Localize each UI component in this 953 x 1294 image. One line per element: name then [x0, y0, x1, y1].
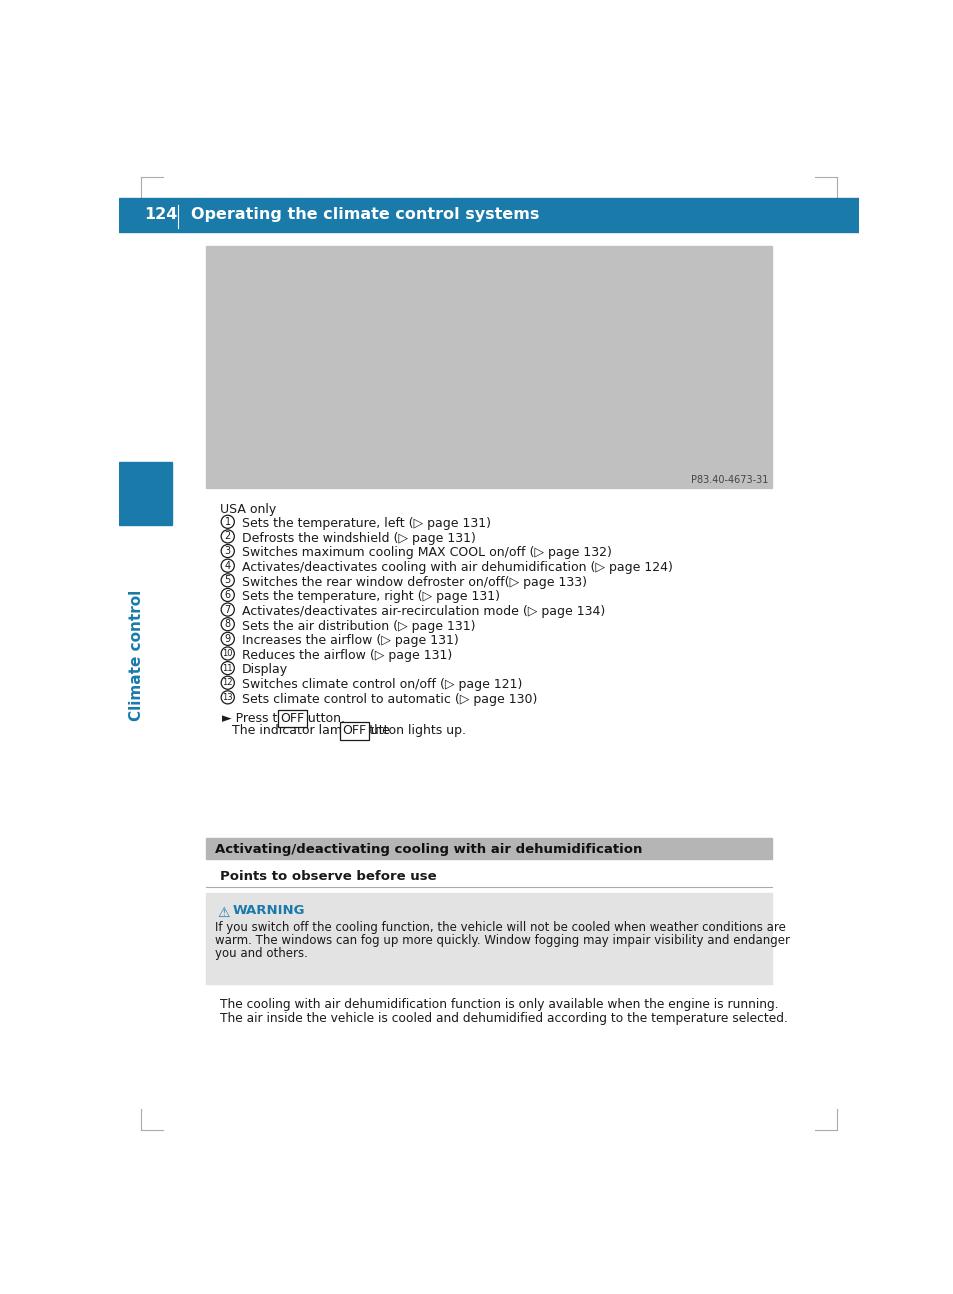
- Text: 2: 2: [224, 532, 231, 541]
- Text: Sets the air distribution (▷ page 131): Sets the air distribution (▷ page 131): [241, 620, 475, 633]
- Text: OFF: OFF: [280, 712, 304, 725]
- Text: Switches the rear window defroster on/off(▷ page 133): Switches the rear window defroster on/of…: [241, 576, 586, 589]
- Text: Sets the temperature, right (▷ page 131): Sets the temperature, right (▷ page 131): [241, 590, 499, 603]
- Bar: [206, 893, 771, 983]
- Text: Increases the airflow (▷ page 131): Increases the airflow (▷ page 131): [241, 634, 458, 647]
- Text: 5: 5: [224, 576, 231, 585]
- Text: Display: Display: [241, 664, 288, 677]
- Text: 6: 6: [225, 590, 231, 600]
- Text: Points to observe before use: Points to observe before use: [220, 870, 436, 883]
- Text: 1: 1: [225, 516, 231, 527]
- Text: Climate control: Climate control: [129, 590, 144, 722]
- Text: 4: 4: [225, 560, 231, 571]
- Text: Reduces the airflow (▷ page 131): Reduces the airflow (▷ page 131): [241, 648, 452, 661]
- Text: 13: 13: [222, 692, 233, 701]
- Text: The air inside the vehicle is cooled and dehumidified according to the temperatu: The air inside the vehicle is cooled and…: [220, 1012, 787, 1025]
- Text: 124: 124: [144, 207, 177, 223]
- Text: ► Press the: ► Press the: [221, 712, 293, 725]
- Text: warm. The windows can fog up more quickly. Window fogging may impair visibility : warm. The windows can fog up more quickl…: [215, 934, 789, 947]
- Text: 8: 8: [225, 620, 231, 629]
- Text: 12: 12: [222, 678, 233, 687]
- Text: Operating the climate control systems: Operating the climate control systems: [191, 207, 538, 223]
- Text: 11: 11: [222, 664, 233, 673]
- Text: OFF: OFF: [342, 725, 366, 738]
- Text: 7: 7: [224, 604, 231, 615]
- Text: 10: 10: [222, 650, 233, 657]
- Text: button.: button.: [300, 712, 345, 725]
- Text: The cooling with air dehumidification function is only available when the engine: The cooling with air dehumidification fu…: [220, 998, 778, 1011]
- Text: Switches maximum cooling MAX COOL on/off (▷ page 132): Switches maximum cooling MAX COOL on/off…: [241, 546, 611, 559]
- Bar: [206, 246, 771, 488]
- Text: 9: 9: [225, 634, 231, 644]
- Text: button lights up.: button lights up.: [362, 725, 465, 738]
- Text: Activating/deactivating cooling with air dehumidification: Activating/deactivating cooling with air…: [215, 842, 642, 855]
- Text: If you switch off the cooling function, the vehicle will not be cooled when weat: If you switch off the cooling function, …: [215, 920, 785, 934]
- Bar: [206, 837, 771, 859]
- Text: ⚠: ⚠: [216, 906, 229, 920]
- Text: Activates/deactivates air-recirculation mode (▷ page 134): Activates/deactivates air-recirculation …: [241, 606, 604, 619]
- Text: P83.40-4673-31: P83.40-4673-31: [691, 475, 768, 485]
- Text: USA only: USA only: [220, 503, 276, 516]
- Text: Sets the temperature, left (▷ page 131): Sets the temperature, left (▷ page 131): [241, 518, 490, 531]
- Text: Activates/deactivates cooling with air dehumidification (▷ page 124): Activates/deactivates cooling with air d…: [241, 562, 672, 575]
- Text: 3: 3: [225, 546, 231, 556]
- Text: you and others.: you and others.: [215, 947, 308, 960]
- Bar: [119, 462, 172, 525]
- Text: Switches climate control on/off (▷ page 121): Switches climate control on/off (▷ page …: [241, 678, 521, 691]
- Text: WARNING: WARNING: [233, 905, 305, 917]
- Text: The indicator lamp in the: The indicator lamp in the: [233, 725, 390, 738]
- Text: Sets climate control to automatic (▷ page 130): Sets climate control to automatic (▷ pag…: [241, 692, 537, 705]
- Text: Defrosts the windshield (▷ page 131): Defrosts the windshield (▷ page 131): [241, 532, 476, 545]
- Bar: [119, 198, 858, 233]
